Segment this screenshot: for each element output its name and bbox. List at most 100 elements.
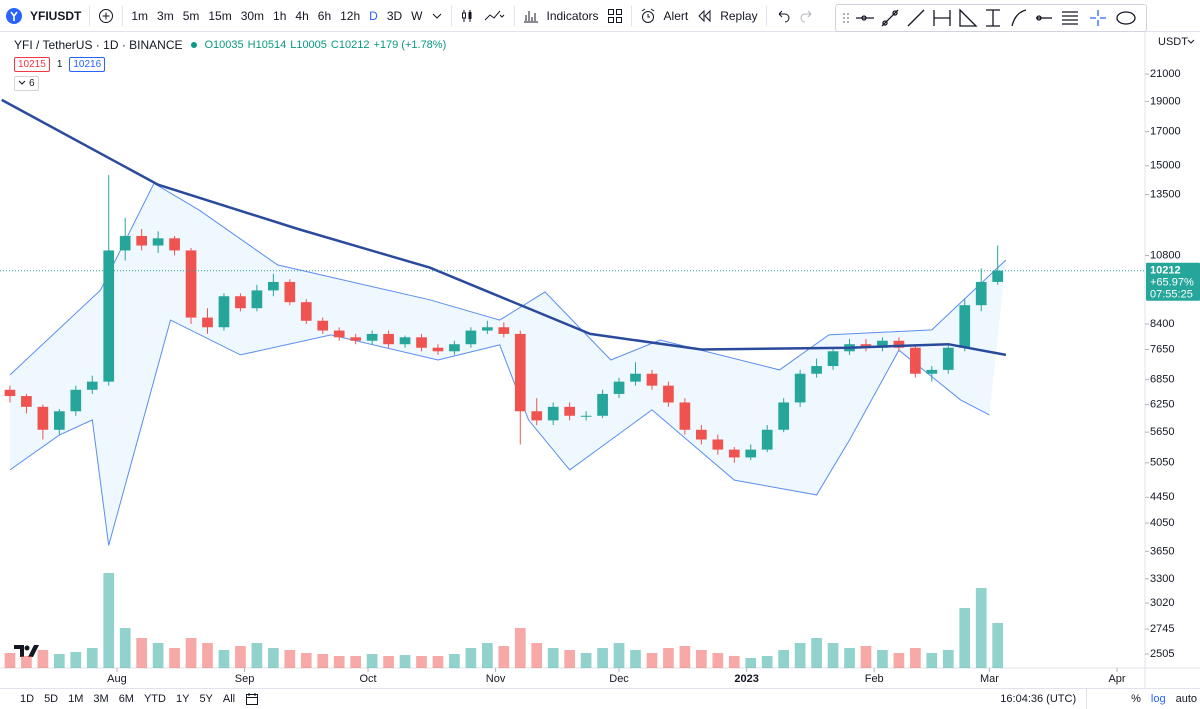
candle-body (564, 406, 576, 416)
y-tick-label: 8400 (1150, 318, 1174, 330)
candle-body (942, 347, 954, 370)
y-tick-label: 2505 (1150, 648, 1174, 660)
volume-bar (267, 648, 279, 668)
volume-bar (663, 648, 674, 668)
candle-body (399, 337, 411, 345)
ray-tool[interactable] (907, 9, 925, 27)
low-value: L10005 (290, 39, 327, 51)
range-button[interactable]: 5D (44, 693, 59, 705)
y-tick-label: 7650 (1150, 343, 1174, 355)
replay-button[interactable]: Replay (720, 8, 758, 23)
percent-toggle[interactable]: % (1131, 693, 1141, 705)
trend-line-tool[interactable] (881, 9, 899, 27)
drawing-tools (843, 8, 1136, 27)
interval-button[interactable]: 5m (182, 8, 200, 23)
range-group: 1D 5D 1M 3M 6M YTD 1Y 5Y All (20, 693, 235, 705)
volume-bar (185, 638, 197, 668)
chart-type-button[interactable] (484, 8, 506, 24)
templates-button[interactable] (607, 8, 623, 24)
x-tick-label: Oct (359, 673, 376, 685)
volume-bar (992, 623, 1004, 668)
volume-bar (613, 643, 625, 668)
range-button[interactable]: 5Y (199, 693, 213, 705)
interval-button[interactable]: 3D (386, 8, 403, 23)
horizontal-ray-tool[interactable] (856, 15, 874, 21)
candle-body (613, 381, 625, 394)
x-tick-label: Mar (980, 673, 999, 685)
redo-button[interactable] (799, 8, 815, 24)
separator (513, 5, 515, 26)
candle-body (679, 402, 691, 430)
y-tick-label: 3650 (1150, 545, 1174, 557)
clock[interactable]: 16:04:36 (UTC) (1000, 693, 1077, 705)
interval-button[interactable]: D (369, 8, 378, 23)
volume-bar (383, 656, 394, 668)
candle-body (646, 373, 658, 386)
price-range-tool[interactable] (986, 9, 1000, 27)
undo-button[interactable] (775, 8, 791, 24)
symbol[interactable]: YFIUSDT (30, 8, 82, 23)
volume-bar (811, 638, 822, 668)
buy-button[interactable]: 10216 (69, 56, 106, 72)
countdown: 07:55:25 (1150, 289, 1193, 301)
indicators-button[interactable]: Indicators (546, 8, 599, 23)
interval-button[interactable]: 30m (240, 8, 265, 23)
interval-button[interactable]: 6h (317, 8, 332, 23)
volume-bar (4, 653, 16, 668)
range-button[interactable]: 1D (20, 693, 35, 705)
x-tick-label: Dec (609, 673, 629, 685)
crosshair-tool[interactable] (1090, 10, 1106, 26)
indicators-toggle[interactable]: 6 (14, 75, 39, 91)
volume-bar (202, 643, 213, 668)
range-button[interactable]: All (222, 693, 236, 705)
currency-label[interactable]: USDT (1158, 36, 1188, 48)
alert-button[interactable]: Alert (663, 8, 689, 23)
ellipse-tool[interactable] (1116, 11, 1136, 25)
channel-tool[interactable] (1062, 11, 1078, 25)
candle-type-button[interactable] (460, 8, 476, 24)
volume-bar (597, 648, 608, 668)
volume-bar (136, 638, 148, 668)
range-button[interactable]: 1M (68, 693, 84, 705)
interval-button[interactable]: 3m (157, 8, 174, 23)
x-tick-label: Nov (486, 673, 506, 685)
range-button[interactable]: 6M (118, 693, 134, 705)
candle-body (761, 429, 773, 450)
triangle-tool[interactable] (959, 8, 978, 27)
separator (450, 5, 452, 26)
volume-bar (761, 656, 773, 668)
range-button[interactable]: 1Y (175, 693, 190, 705)
separator (630, 5, 632, 26)
range-tool[interactable] (933, 10, 951, 26)
y-tick-label: 6850 (1150, 374, 1174, 386)
interval-button[interactable]: W (411, 8, 423, 23)
y-tick-label: 6250 (1150, 399, 1174, 411)
path-tool[interactable] (1011, 9, 1027, 27)
candle-body (745, 449, 757, 458)
interval-button[interactable]: 15m (208, 8, 232, 23)
candle-body (333, 330, 345, 338)
open-value: O10035 (204, 39, 244, 51)
range-button[interactable]: YTD (143, 693, 166, 705)
y-tick-label: 4450 (1150, 491, 1174, 503)
log-toggle[interactable]: log (1150, 693, 1166, 705)
interval-button[interactable]: 4h (295, 8, 309, 23)
close-value: C10212 (330, 39, 370, 51)
interval-chevron[interactable] (431, 10, 443, 22)
y-tick-label: 19000 (1150, 95, 1181, 107)
spread: 1 (56, 58, 63, 70)
candle-body (185, 250, 197, 318)
interval-button[interactable]: 1m (131, 8, 149, 23)
sell-button[interactable]: 10215 (14, 56, 50, 72)
volume-bar (399, 655, 411, 668)
interval-button[interactable]: 12h (340, 8, 361, 23)
compare-button[interactable] (98, 8, 114, 24)
indicator-row: 6 (14, 75, 446, 91)
date-range-button[interactable] (245, 692, 259, 706)
plot-content (1, 98, 1007, 668)
volume-bar (300, 653, 312, 668)
auto-toggle[interactable]: auto (1175, 693, 1197, 705)
range-button[interactable]: 3M (93, 693, 109, 705)
line-tool[interactable] (1036, 15, 1052, 21)
interval-button[interactable]: 1h (273, 8, 287, 23)
